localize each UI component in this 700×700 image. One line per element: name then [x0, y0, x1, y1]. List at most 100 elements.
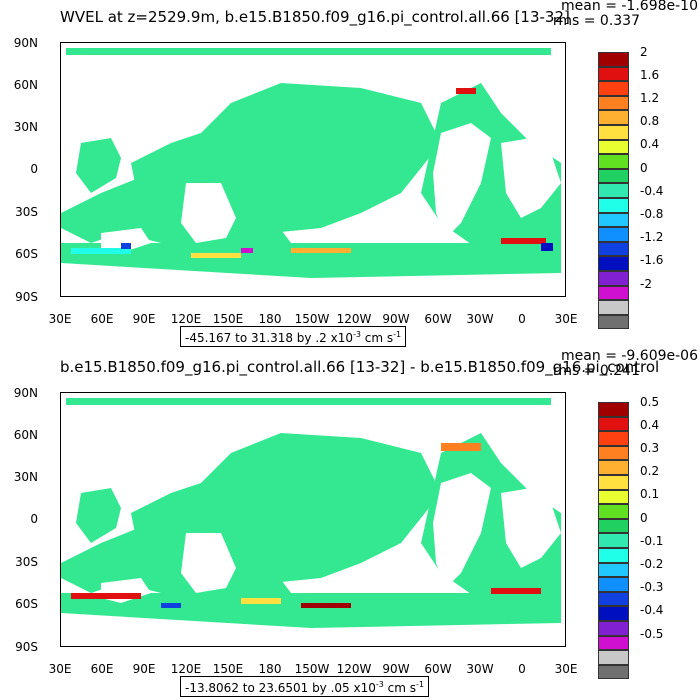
colorbar-swatch [598, 606, 629, 621]
lat-label: 30N [13, 120, 38, 134]
lat-label: 60N [13, 78, 38, 92]
colorbar-swatch [598, 431, 629, 446]
range-text: -13.8062 to 23.6501 by .05 x10 [185, 681, 376, 695]
colorbar-label: -0.1 [640, 534, 664, 548]
colorbar-swatch [598, 504, 629, 519]
lon-label: 150E [212, 662, 244, 676]
colorbar-swatch [598, 95, 629, 111]
lon-label: 120W [336, 662, 372, 676]
colorbar-swatch [598, 183, 629, 198]
range-unit: cm s [383, 681, 417, 695]
range-exp: -3 [352, 330, 361, 339]
colorbar-label: -1.2 [640, 230, 664, 244]
colorbar-swatch [598, 562, 629, 578]
lon-label: 120W [336, 312, 372, 326]
lon-label: 30W [466, 662, 494, 676]
colorbar [598, 52, 629, 330]
colorbar-label: -0.3 [640, 580, 664, 594]
colorbar-swatch [598, 110, 629, 125]
lat-label: 60N [13, 428, 38, 442]
range-unit-exp: -1 [416, 680, 425, 689]
lat-label: 90S [15, 640, 38, 654]
lon-label: 30E [48, 662, 72, 676]
colorbar-swatch [598, 402, 629, 417]
colorbar-swatch [598, 460, 629, 475]
lon-label: 60E [90, 662, 114, 676]
colorbar-swatch [598, 518, 629, 534]
lon-label: 0 [518, 662, 526, 676]
colorbar-swatch [598, 66, 629, 82]
colorbar-swatch [598, 168, 629, 184]
colorbar-label: 1.2 [640, 91, 660, 105]
colorbar-label: 0.2 [640, 464, 660, 478]
map-plot [60, 392, 566, 647]
range-unit: cm s [360, 331, 394, 345]
colorbar-label: -0.4 [640, 184, 664, 198]
panel-bottom: b.e15.B1850.f09_g16.pi_control.all.66 [1… [0, 348, 700, 700]
lat-label: 90N [13, 36, 38, 50]
lon-label: 60W [424, 662, 452, 676]
lat-label: 30S [15, 555, 38, 569]
colorbar-swatch [598, 52, 629, 67]
lon-label: 30W [466, 312, 494, 326]
range-text: -45.167 to 31.318 by .2 x10 [185, 331, 353, 345]
colorbar-label: -0.2 [640, 557, 664, 571]
colorbar-label: 0 [640, 161, 648, 175]
lon-label: 30E [554, 312, 578, 326]
panel-top: WVEL at z=2529.9m, b.e15.B1850.f09_g16.p… [13, 0, 698, 347]
map-field [61, 43, 565, 296]
range-unit-exp: -1 [393, 330, 402, 339]
lon-label: 30E [48, 312, 72, 326]
colorbar-swatch [598, 635, 629, 651]
colorbar-swatch [598, 547, 629, 563]
colorbar-label: 2 [640, 45, 648, 59]
colorbar-label: -0.4 [640, 603, 664, 617]
colorbar-swatch [598, 577, 629, 592]
panel-title: WVEL at z=2529.9m, b.e15.B1850.f09_g16.p… [60, 8, 570, 26]
colorbar-label: -0.5 [640, 627, 664, 641]
lat-label: 0 [30, 162, 38, 176]
lon-label: 180 [258, 662, 282, 676]
range-box: -45.167 to 31.318 by .2 x10-3 cm s-1 [180, 326, 407, 347]
lat-label: 90S [15, 290, 38, 304]
colorbar-swatch [598, 197, 629, 213]
colorbar-swatch [598, 664, 629, 680]
colorbar-swatch [598, 474, 629, 490]
colorbar-swatch [598, 81, 629, 96]
lat-label: 60S [15, 597, 38, 611]
colorbar-swatch [598, 270, 629, 286]
colorbar-label: -1.6 [640, 253, 664, 267]
colorbar-swatch [598, 241, 629, 257]
colorbar-swatch [598, 445, 629, 461]
lat-label: 30N [13, 470, 38, 484]
colorbar-swatch [598, 620, 629, 636]
colorbar-label: 0.3 [640, 441, 660, 455]
colorbar-swatch [598, 533, 629, 548]
lon-label: 120E [170, 662, 202, 676]
colorbar-label: 0.4 [640, 418, 660, 432]
lon-label: 90E [132, 312, 156, 326]
range-box: -13.8062 to 23.6501 by .05 x10-3 cm s-1 [180, 676, 430, 697]
colorbar-swatch [598, 300, 629, 315]
lat-label: 90N [13, 386, 38, 400]
colorbar-swatch [598, 227, 629, 242]
panel-title: b.e15.B1850.f09_g16.pi_control.all.66 [1… [60, 358, 660, 376]
lon-label: 60W [424, 312, 452, 326]
lon-label: 30E [554, 662, 578, 676]
lat-label: 60S [15, 247, 38, 261]
colorbar-label: 0 [640, 511, 648, 525]
colorbar-swatch [598, 154, 629, 169]
rms-stat: rms = 0.337 [552, 13, 640, 29]
colorbar-swatch [598, 285, 629, 301]
mean-stat: mean = -9.609e-06 [561, 348, 698, 364]
lon-label: 150W [294, 662, 330, 676]
colorbar-swatch [598, 489, 629, 505]
rms-stat: rms = 0.241 [552, 363, 640, 379]
lon-label: 150E [212, 312, 244, 326]
colorbar-swatch [598, 591, 629, 607]
colorbar-swatch [598, 314, 629, 330]
colorbar-swatch [598, 416, 629, 432]
colorbar-swatch [598, 256, 629, 271]
colorbar-label: 0.8 [640, 114, 660, 128]
lon-label: 90W [382, 662, 410, 676]
